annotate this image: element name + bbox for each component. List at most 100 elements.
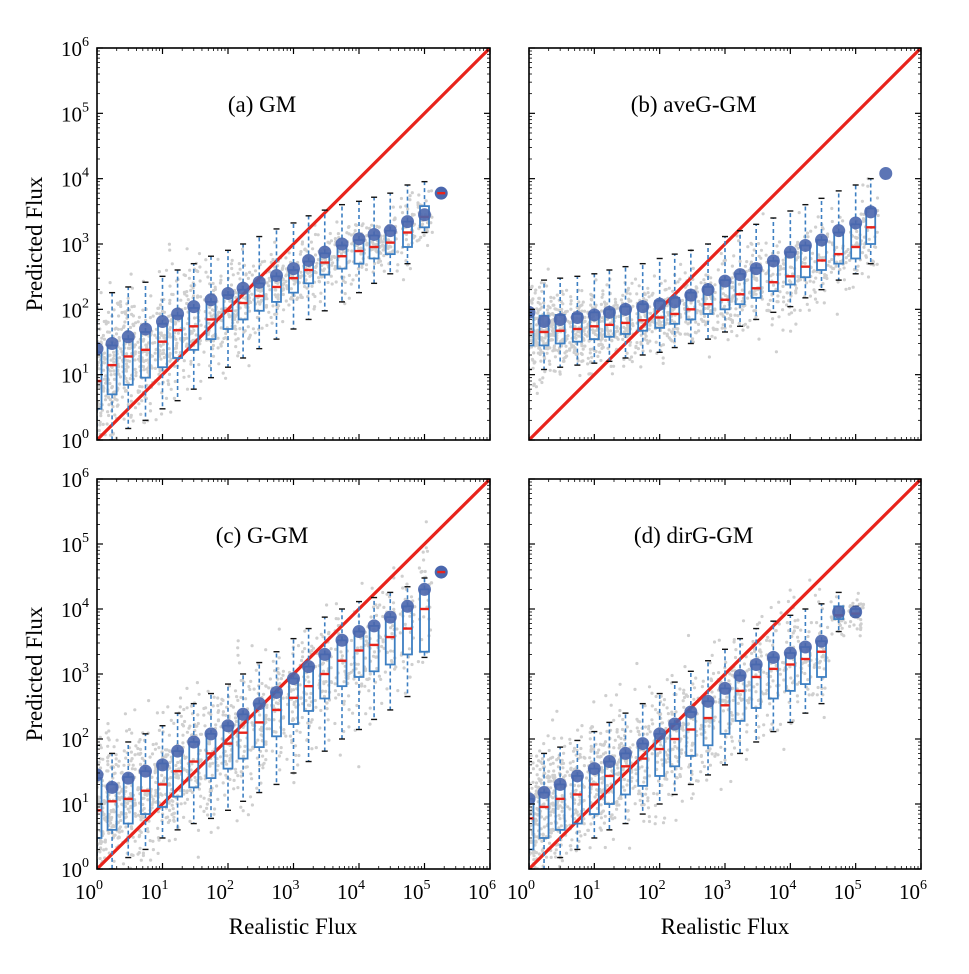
scatter-point [709,276,712,279]
scatter-point [242,755,245,758]
scatter-point [238,262,241,265]
scatter-point [866,185,869,188]
scatter-point [115,332,118,335]
scatter-point [185,337,188,340]
scatter-point [551,312,554,315]
y-tick-label: 101 [61,791,89,817]
scatter-point [299,271,302,274]
scatter-point [98,383,101,386]
scatter-point [320,633,323,636]
mean-marker [270,269,283,282]
scatter-point [326,281,329,284]
scatter-point [313,295,316,298]
scatter-point [282,308,285,311]
scatter-point [216,313,219,316]
scatter-point [197,829,200,832]
scatter-point [348,708,351,711]
scatter-point [230,267,233,270]
scatter-point [375,614,378,617]
scatter-point [182,369,185,372]
scatter-point [333,256,336,259]
scatter-point [796,243,799,246]
scatter-point [671,309,674,312]
scatter-point [573,351,576,354]
scatter-point [401,586,404,589]
scatter-point [410,595,413,598]
y-tick-exponent: 4 [82,596,89,611]
scatter-point [739,260,742,263]
scatter-point [209,762,212,765]
scatter-point [355,682,358,685]
scatter-point [233,779,236,782]
scatter-point [236,819,239,822]
scatter-point [146,794,149,797]
scatter-point [695,285,698,288]
scatter-point [216,337,219,340]
scatter-point [280,746,283,749]
scatter-point [103,356,106,359]
scatter-point [417,660,420,663]
scatter-point [282,293,285,296]
scatter-point [137,752,140,755]
scatter-point [804,262,807,265]
scatter-point [282,288,285,291]
scatter-point [112,360,115,363]
scatter-point [755,293,758,296]
scatter-point [560,308,563,311]
scatter-point [278,768,281,771]
scatter-point [295,729,298,732]
scatter-point [814,277,817,280]
scatter-point [188,277,191,280]
scatter-point [668,287,671,290]
scatter-point [268,279,271,282]
scatter-point [586,326,589,329]
scatter-point [554,355,557,358]
mean-marker [318,648,331,661]
scatter-point [637,347,640,350]
scatter-point [246,765,249,768]
mean-marker [187,735,200,748]
scatter-point [370,224,373,227]
scatter-point [392,601,395,604]
scatter-point [103,378,106,381]
scatter-point [206,813,209,816]
y-tick-label: 103 [61,231,89,257]
scatter-point [742,305,745,308]
scatter-point [543,370,546,373]
scatter-point [222,372,225,375]
scatter-point [679,263,682,266]
scatter-point [805,281,808,284]
scatter-point [153,334,156,337]
scatter-point [306,675,309,678]
scatter-point [118,336,121,339]
scatter-point [664,279,667,282]
scatter-point [580,289,583,292]
scatter-point [574,333,577,336]
scatter-point [113,354,116,357]
scatter-point [104,398,107,401]
scatter-point [265,306,268,309]
scatter-point [425,546,428,549]
scatter-point [729,325,732,328]
scatter-point [823,301,826,304]
scatter-point [598,351,601,354]
scatter-point [260,682,263,685]
scatter-point [782,262,785,265]
scatter-point [250,721,253,724]
scatter-point [236,320,239,323]
scatter-point [247,364,250,367]
scatter-point [547,268,550,271]
scatter-point [108,738,111,741]
scatter-point [104,800,107,803]
scatter-point [185,343,188,346]
scatter-point [581,359,584,362]
scatter-point [399,613,402,616]
scatter-point [400,251,403,254]
scatter-point [830,258,833,261]
scatter-point [781,285,784,288]
scatter-point [628,344,631,347]
mean-marker [401,215,414,228]
mean-marker [156,315,169,328]
scatter-point [156,711,159,714]
scatter-point [730,330,733,333]
